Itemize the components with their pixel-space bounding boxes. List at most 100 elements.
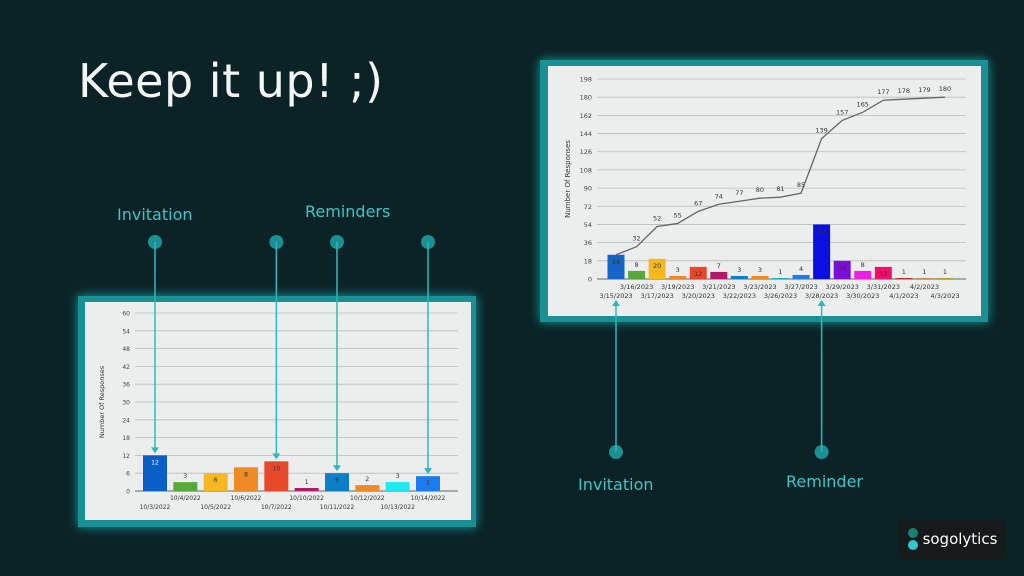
right-bar — [669, 275, 687, 279]
right-y-tick-label: 162 — [580, 112, 592, 120]
right-cumulative-label: 81 — [776, 185, 784, 193]
right-y-tick-label: 126 — [580, 148, 592, 156]
right-x-tick-label: 3/30/2023 — [846, 292, 879, 300]
right-bar — [895, 277, 913, 279]
right-bar-value-label: 8 — [861, 261, 865, 269]
left-bar-value-label: 10 — [273, 465, 281, 472]
left-y-tick-label: 18 — [122, 435, 130, 442]
right-bar-value-label: 3 — [737, 266, 741, 274]
right-x-tick-label: 3/26/2023 — [764, 292, 797, 300]
left-invitation-label: Invitation — [117, 205, 193, 224]
right-bar-value-label: 8 — [634, 261, 638, 269]
left-y-tick-label: 24 — [122, 417, 130, 424]
right-bar — [648, 258, 666, 279]
right-bar — [730, 275, 748, 279]
right-y-tick-label: 180 — [580, 94, 592, 102]
left-bar — [416, 476, 440, 491]
right-cumulative-label: 179 — [918, 86, 930, 94]
right-bar — [792, 274, 810, 279]
left-bar — [203, 473, 228, 491]
left-bar — [355, 485, 380, 491]
right-cumulative-label: 67 — [694, 199, 702, 207]
logo-mark-icon — [907, 528, 918, 550]
left-y-tick-label: 12 — [122, 453, 130, 460]
right-x-tick-label: 4/2/2023 — [910, 283, 939, 291]
right-cumulative-label: 80 — [756, 186, 764, 194]
right-bar — [689, 266, 707, 279]
left-bar — [385, 482, 410, 491]
left-bar-value-label: 12 — [151, 459, 159, 466]
right-bar-value-label: 1 — [943, 268, 947, 276]
right-cumulative-label: 180 — [939, 85, 951, 93]
right-y-tick-label: 54 — [584, 221, 592, 229]
right-bar-value-label: 12 — [694, 270, 702, 278]
left-x-tick-label: 10/13/2022 — [380, 504, 415, 511]
right-bar-value-label: 7 — [717, 262, 721, 270]
right-bar-value-label: 12 — [879, 270, 887, 278]
right-cumulative-label: 139 — [815, 127, 827, 135]
left-x-tick-label: 10/4/2022 — [170, 495, 201, 502]
left-x-tick-label: 10/5/2022 — [200, 504, 231, 511]
left-bar — [234, 467, 258, 491]
right-cumulative-line — [615, 96, 946, 256]
invitation-arrow-arrowhead — [612, 300, 620, 306]
left-bar — [294, 488, 319, 491]
right-cumulative-label: 165 — [857, 100, 869, 108]
left-y-tick-label: 0 — [126, 489, 130, 496]
right-y-tick-label: 198 — [580, 76, 592, 84]
right-x-tick-label: 3/19/2023 — [661, 283, 694, 291]
right-cumulative-label: 77 — [735, 189, 743, 197]
right-bar — [813, 224, 831, 279]
right-cumulative-label: 32 — [632, 235, 640, 243]
right-bar-value-label: 4 — [799, 265, 803, 273]
left-x-tick-label: 10/7/2022 — [261, 504, 292, 511]
right-bar-value-label: 20 — [653, 262, 661, 270]
left-y-tick-label: 48 — [122, 346, 130, 353]
right-x-tick-label: 3/23/2023 — [743, 283, 776, 291]
left-bar-value-label: 6 — [214, 477, 218, 484]
left-bar-value-label: 3 — [396, 473, 400, 480]
right-x-tick-label: 3/16/2023 — [620, 283, 653, 291]
slide-title: Keep it up! ;) — [78, 54, 384, 108]
right-bar — [607, 254, 625, 279]
right-bar-value-label: 3 — [758, 266, 762, 274]
right-bar-value-label: 24 — [612, 258, 620, 266]
sogolytics-logo: sogolytics — [899, 519, 1005, 559]
right-x-tick-label: 3/20/2023 — [682, 292, 715, 300]
reminder-arrow-arrowhead — [817, 300, 826, 306]
left-bar — [143, 455, 167, 491]
right-bar — [833, 260, 851, 279]
left-y-tick-label: 30 — [122, 400, 130, 407]
right-x-tick-label: 3/21/2023 — [702, 283, 735, 291]
left-bar — [173, 482, 198, 491]
right-bar — [915, 277, 933, 279]
right-x-tick-label: 4/3/2023 — [930, 292, 959, 300]
right-bar-value-label: 3 — [676, 266, 680, 274]
left-y-tick-label: 60 — [122, 311, 130, 318]
right-x-tick-label: 3/15/2023 — [599, 292, 632, 300]
left-bar-value-label: 6 — [335, 477, 339, 484]
right-bar-value-label: 1 — [902, 268, 906, 276]
right-y-tick-label: 72 — [584, 203, 592, 211]
invitation-arrow-arrowhead — [151, 447, 159, 454]
left-bar — [325, 473, 349, 491]
right-x-tick-label: 4/1/2023 — [889, 292, 918, 300]
right-x-tick-label: 3/17/2023 — [640, 292, 673, 300]
reminder-arrow-arrowhead — [272, 453, 281, 460]
left-x-tick-label: 10/6/2022 — [231, 495, 262, 502]
right-bar-value-label: 54 — [817, 227, 825, 235]
right-y-tick-label: 144 — [580, 130, 592, 138]
left-x-tick-label: 10/11/2022 — [320, 504, 355, 511]
logo-text: sogolytics — [922, 530, 998, 548]
right-bar — [854, 270, 872, 279]
right-bar — [936, 277, 954, 279]
right-y-tick-label: 18 — [584, 257, 592, 265]
left-y-tick-label: 54 — [122, 328, 130, 335]
right-cumulative-label: 157 — [836, 108, 848, 116]
left-x-tick-label: 10/14/2022 — [411, 495, 446, 502]
right-bar — [628, 270, 646, 279]
right-bar-value-label: 1 — [778, 268, 782, 276]
reminder-arrow-arrowhead — [424, 468, 432, 475]
left-y-tick-label: 6 — [126, 471, 130, 478]
